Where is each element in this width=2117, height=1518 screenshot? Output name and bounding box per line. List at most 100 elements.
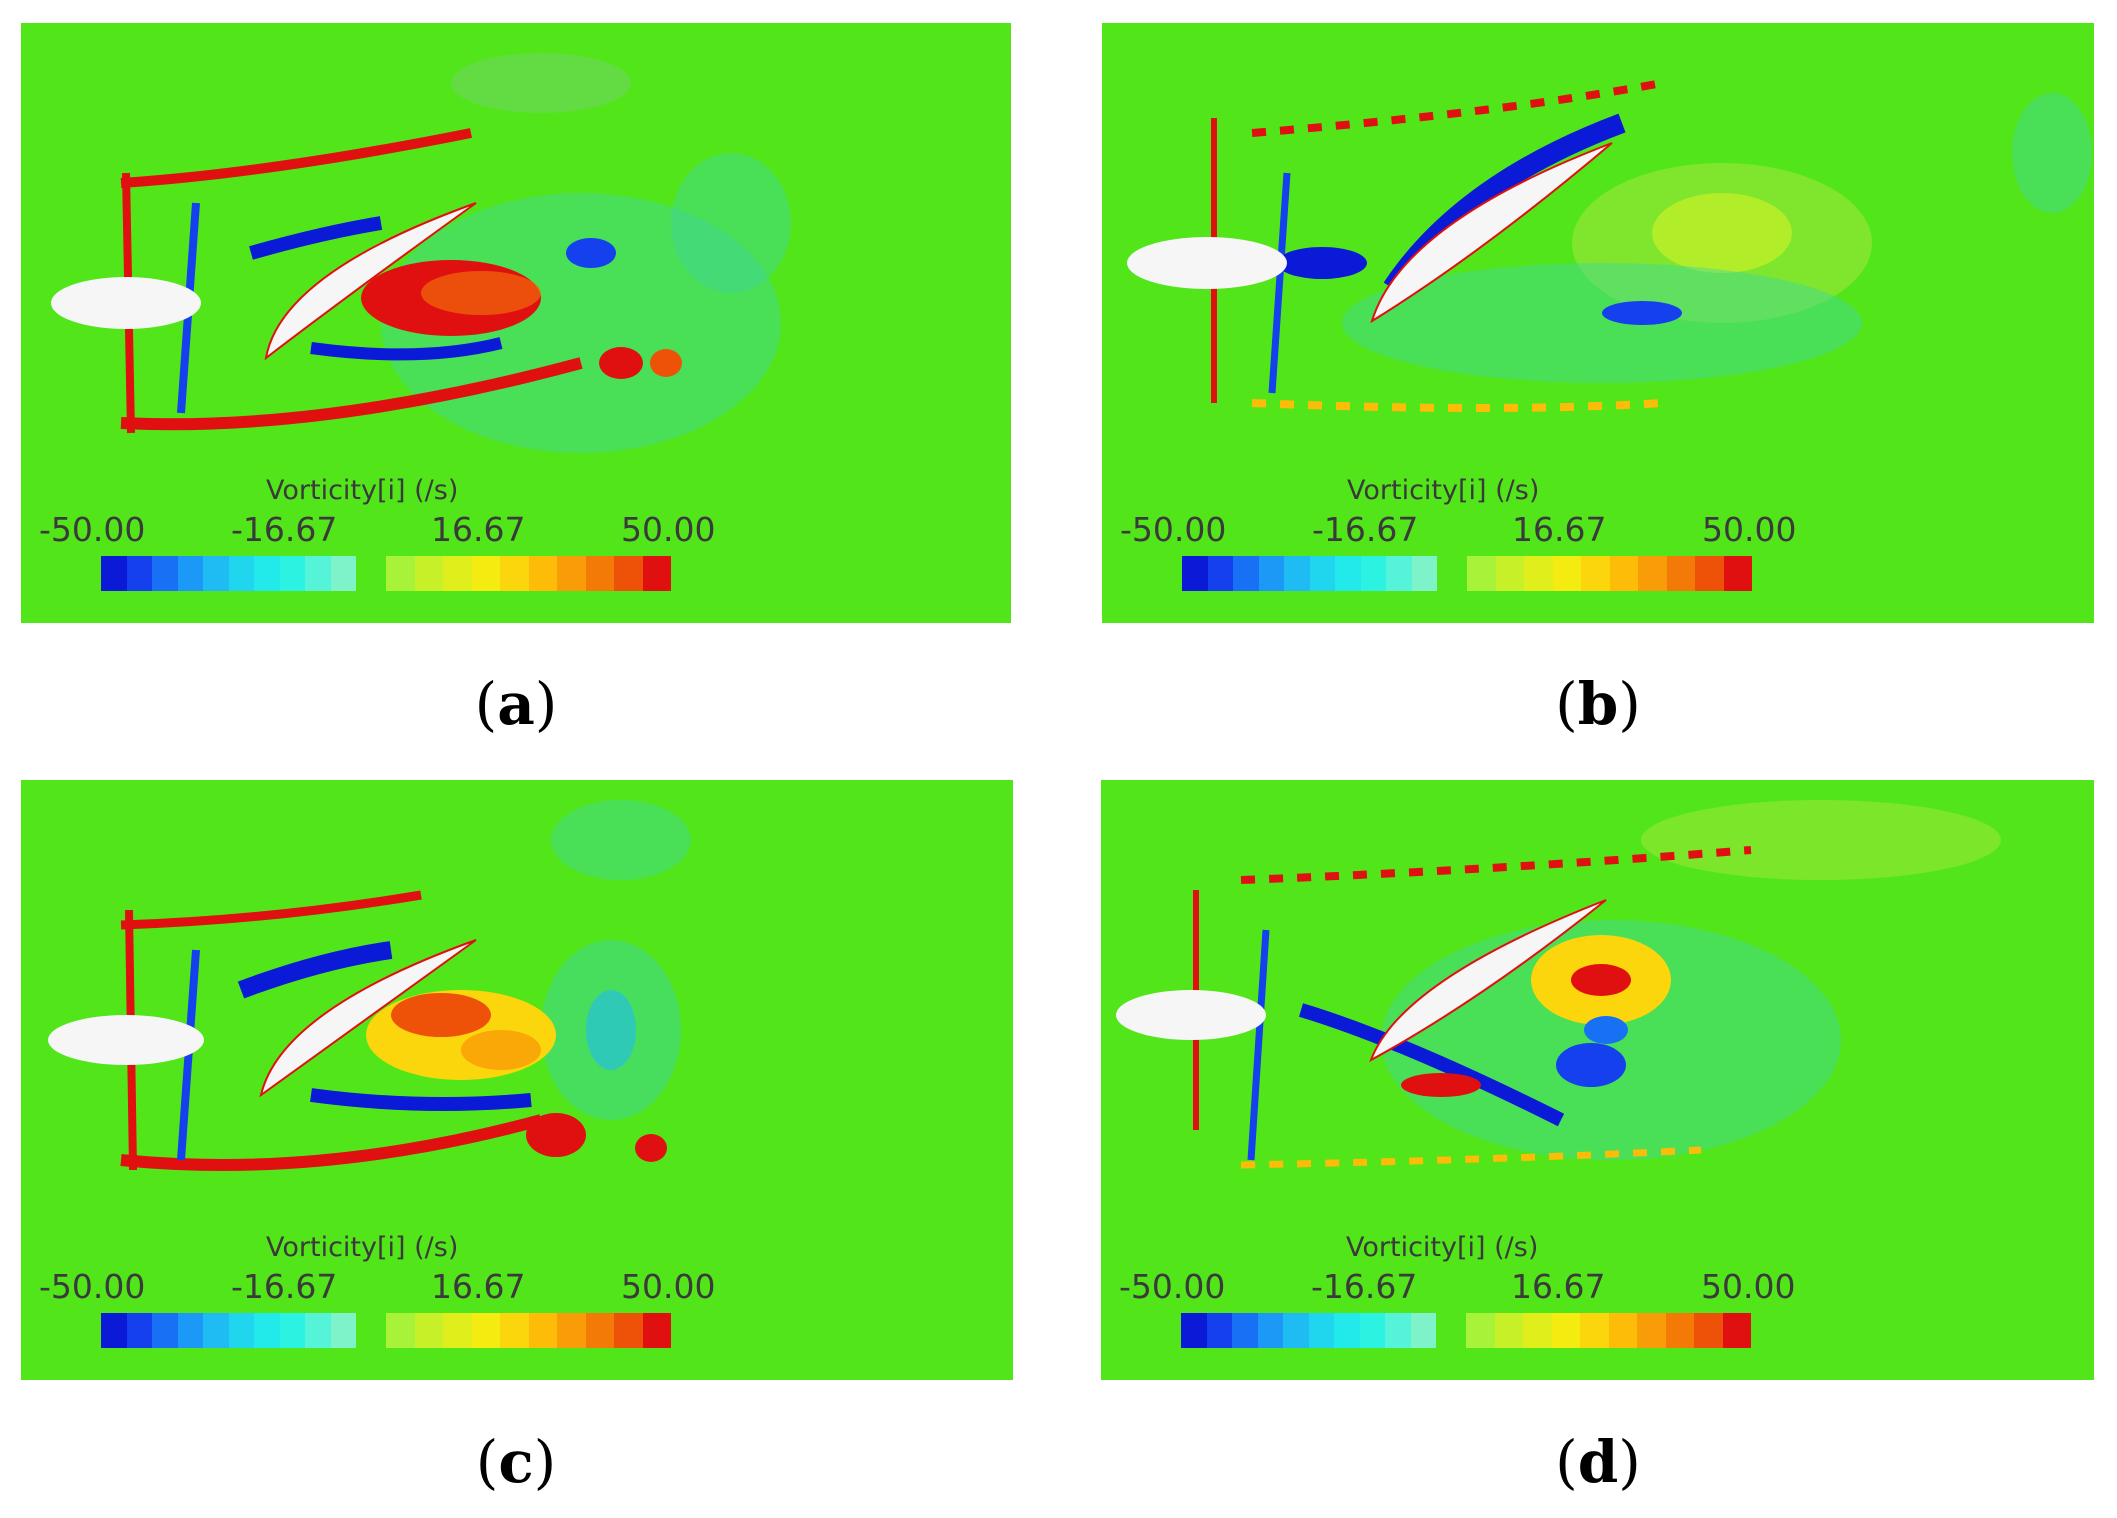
colorbar-negative [101,1313,356,1348]
caption-letter: d [1577,1428,1619,1496]
colorbar-swatch [414,1313,443,1348]
colorbar-tick: -50.00 [39,510,146,549]
colorbar-swatch [1359,1313,1385,1348]
colorbar-swatch [203,1313,229,1348]
colorbar-swatch [1466,1313,1495,1348]
colorbar-swatch [279,556,305,591]
colorbar-tick: -16.67 [1311,1267,1418,1306]
colorbar-swatch [152,556,178,591]
colorbar-swatch [1335,556,1361,591]
colorbar-swatch [1580,1313,1609,1348]
caption-letter: a [497,670,535,738]
colorbar-swatch [443,1313,472,1348]
colorbar-swatch [1523,1313,1552,1348]
colorbar-swatch [585,556,614,591]
colorbar-swatch [414,556,443,591]
colorbar-swatch [614,556,643,591]
colorbar-swatch [330,1313,356,1348]
colorbar-swatch [1233,556,1259,591]
colorbar-swatch [642,1313,671,1348]
colorbar-swatch [386,1313,415,1348]
colorbar-swatch [1284,556,1310,591]
colorbar-swatch [279,1313,305,1348]
caption-d: (d) [1555,1428,1641,1496]
colorbar-swatch [1666,556,1695,591]
colorbar-swatch [1494,1313,1523,1348]
colorbar-swatch [386,556,415,591]
colorbar-swatch [254,556,280,591]
colorbar-swatch [305,1313,331,1348]
colorbar-swatch [642,556,671,591]
colorbar-swatch [1232,1313,1258,1348]
colorbar-swatch [1524,556,1553,591]
colorbar-swatch [1638,556,1667,591]
colorbar-swatch [152,1313,178,1348]
colorbar-tick: 16.67 [431,1267,526,1306]
colorbar-tick: 50.00 [1702,510,1797,549]
panel-b: Vorticity[i] (/s) -50.00 -16.67 16.67 50… [1102,23,2094,623]
colorbar-swatch [1665,1313,1694,1348]
colorbar-swatch [1334,1313,1360,1348]
colorbar-swatch [1609,556,1638,591]
colorbar-swatch [1723,556,1752,591]
colorbar-swatch [1467,556,1496,591]
colorbar-tick: -50.00 [1119,1267,1226,1306]
colorbar-swatch [1360,556,1386,591]
colorbar-negative [1181,1313,1436,1348]
caption-c: (c) [475,1428,557,1496]
colorbar-swatch [1581,556,1610,591]
colorbar-swatch [528,556,557,591]
colorbar-title: Vorticity[i] (/s) [266,1232,459,1263]
colorbar-swatch [101,556,127,591]
colorbar-tick: -50.00 [1120,510,1227,549]
colorbar-positive [1467,556,1752,591]
colorbar-swatch [1385,1313,1411,1348]
colorbar-swatch [557,1313,586,1348]
colorbar-swatch [177,1313,203,1348]
colorbar-swatch [254,1313,280,1348]
colorbar-tick: -50.00 [39,1267,146,1306]
panel-c: Vorticity[i] (/s) -50.00 -16.67 16.67 50… [21,780,1013,1380]
vorticity-field-a [21,23,1011,623]
colorbar-swatch [500,556,529,591]
colorbar-swatch [1637,1313,1666,1348]
colorbar-swatch [1495,556,1524,591]
colorbar-tick: 16.67 [1512,510,1607,549]
colorbar-tick: 50.00 [621,510,716,549]
colorbar-tick: 50.00 [1701,1267,1796,1306]
colorbar-tick: 16.67 [431,510,526,549]
colorbar-swatch [305,556,331,591]
colorbar-swatch [203,556,229,591]
colorbar-swatch [585,1313,614,1348]
colorbar-swatch [228,556,254,591]
colorbar-tick: -16.67 [231,510,338,549]
colorbar-swatch [443,556,472,591]
caption-letter: b [1577,670,1619,738]
colorbar-swatch [1207,556,1233,591]
colorbar-swatch [1608,1313,1637,1348]
colorbar-positive [1466,1313,1751,1348]
colorbar-swatch [1257,1313,1283,1348]
colorbar-swatch [500,1313,529,1348]
colorbar-tick: 16.67 [1511,1267,1606,1306]
colorbar-title: Vorticity[i] (/s) [266,475,459,506]
colorbar-tick: -16.67 [1312,510,1419,549]
colorbar-swatch [1694,1313,1723,1348]
panel-d: Vorticity[i] (/s) -50.00 -16.67 16.67 50… [1101,780,2094,1380]
colorbar-swatch [126,556,152,591]
colorbar-positive [386,1313,671,1348]
colorbar-swatch [1410,1313,1436,1348]
caption-letter: c [498,1428,534,1496]
colorbar-negative [1182,556,1437,591]
colorbar-swatch [1722,1313,1751,1348]
colorbar-tick: -16.67 [231,1267,338,1306]
colorbar-swatch [1206,1313,1232,1348]
colorbar-swatch [330,556,356,591]
caption-b: (b) [1555,670,1641,738]
vorticity-field-d [1101,780,2094,1380]
colorbar-swatch [1283,1313,1309,1348]
colorbar-title: Vorticity[i] (/s) [1346,1232,1539,1263]
colorbar-tick: 50.00 [621,1267,716,1306]
colorbar-title: Vorticity[i] (/s) [1347,475,1540,506]
colorbar-swatch [1181,1313,1207,1348]
